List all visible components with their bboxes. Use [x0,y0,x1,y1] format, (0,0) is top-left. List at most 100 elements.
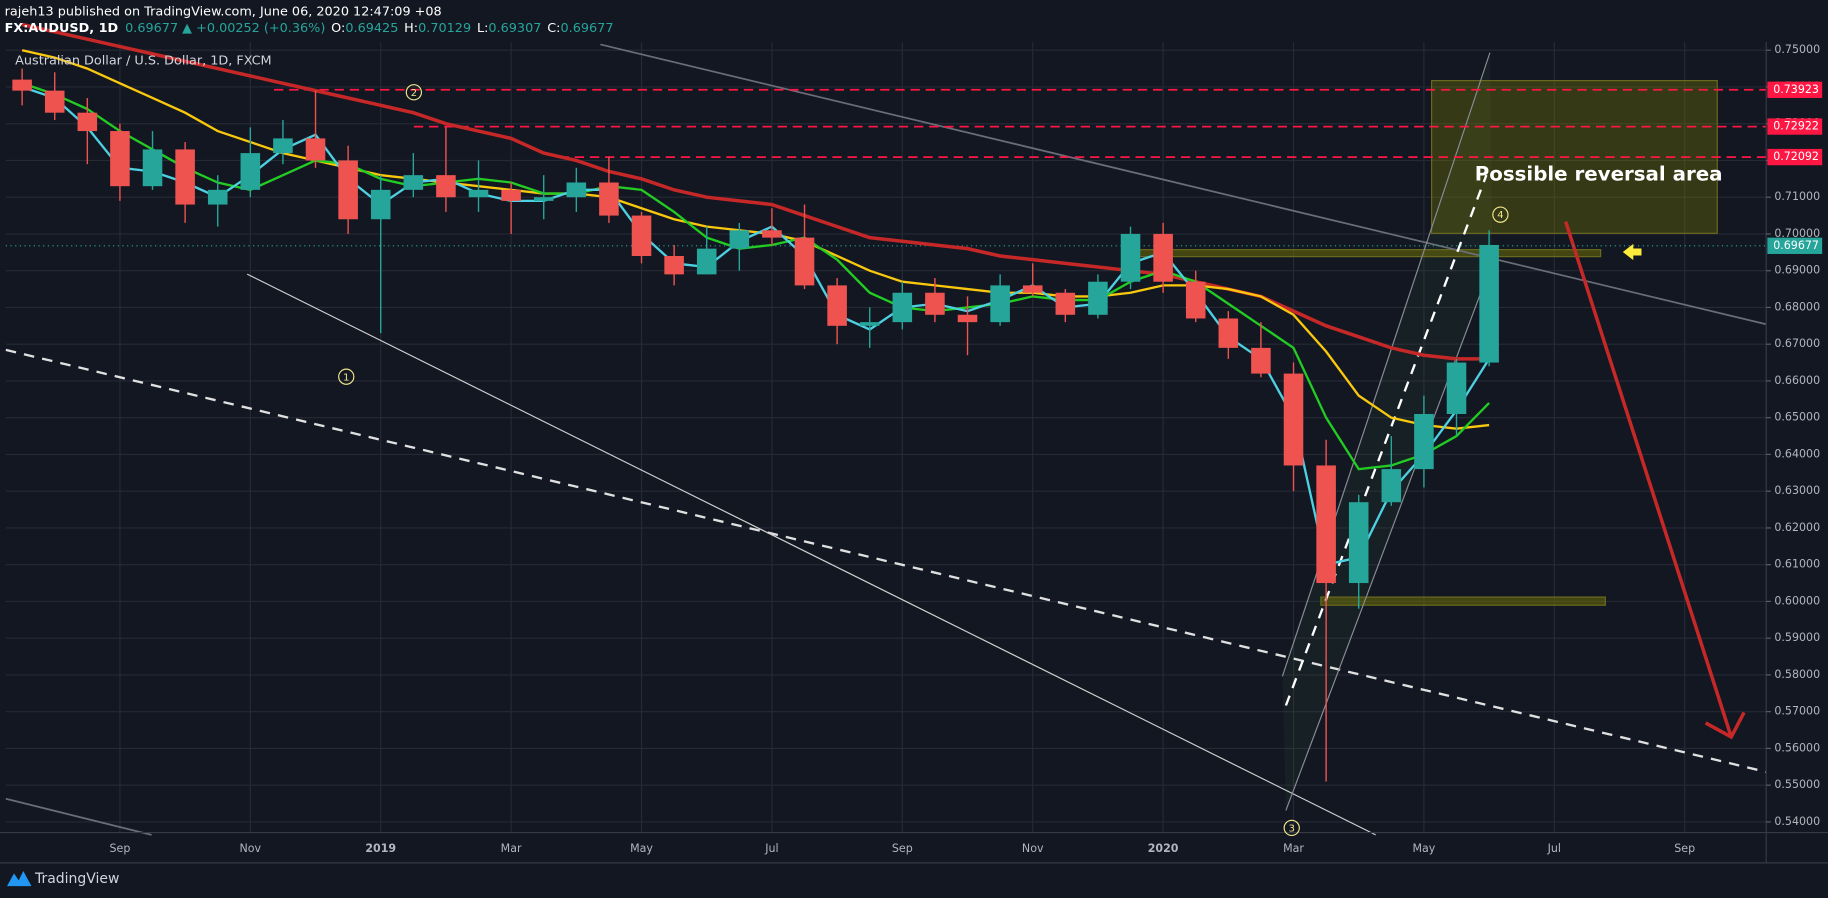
ohlc-value: 0.69425 [345,21,398,36]
marker-label: 2 [411,88,417,99]
marker-circle [1283,819,1300,837]
moving-average [21,85,1491,567]
marker-circle [1492,206,1509,223]
candle-body [1218,318,1239,348]
y-tick-label: 0.67000 [1774,337,1820,350]
candle-body [729,230,750,249]
candle-body [664,255,684,275]
moving-average [21,82,1490,471]
candle-body [1022,285,1043,293]
x-tick-label: May [1412,842,1435,855]
candle-body [696,248,717,275]
grid-layer [5,42,1767,833]
x-tick-label: 2020 [1148,842,1179,855]
candle-body [240,153,261,190]
marker-label: 3 [1289,823,1295,834]
y-tick-label: 0.58000 [1774,668,1820,681]
moving-average [21,49,1490,430]
y-tick-label: 0.66000 [1774,374,1820,387]
author-line: rajeh13 published on TradingView.com, Ju… [5,4,442,19]
plot-layer [5,22,1767,782]
candle-body [1185,281,1206,319]
symbol: FX:AUDUSD, 1D [5,21,118,36]
y-tick-label: 0.62000 [1774,521,1820,534]
ohlc-label: O: [331,21,345,36]
x-tick-label: Mar [1283,842,1304,855]
candle-body [599,182,619,216]
candle-body [1414,414,1434,470]
ohlc-label: C: [547,21,560,36]
y-tick-label: 0.60000 [1774,594,1820,607]
level-label: 0.72922 [1773,120,1819,133]
candle-body [436,175,456,198]
candle-body [12,79,32,91]
drawings [5,43,1767,836]
candle-body [1283,373,1304,466]
candle-body [1479,244,1499,363]
candle-body [1055,292,1076,315]
y-tick-label: 0.63000 [1774,484,1820,497]
candle-body [468,189,489,198]
candle-body [1088,281,1108,315]
y-tick-label: 0.57000 [1774,705,1820,718]
y-tick-label: 0.59000 [1774,631,1820,644]
ohlc-label: L: [477,21,488,36]
trend-line [5,797,152,836]
last-price-box [1767,237,1823,254]
support-zone [1320,596,1606,606]
candle-body [1446,362,1467,415]
channel-fill [1282,52,1493,811]
candle-body [1381,469,1402,503]
footer-brand: TradingView [34,871,119,887]
candle-body [1153,233,1173,282]
candle-body [273,138,293,154]
arrow-head [1704,711,1746,740]
level-label: 0.73923 [1773,83,1819,96]
logo-icon [6,871,32,887]
ohlc-label: H: [404,21,418,36]
candle-body [110,131,130,187]
y-tick-label: 0.75000 [1774,43,1820,56]
y-tick-label: 0.55000 [1774,778,1820,791]
marker-circle [405,84,423,101]
symbol-line: FX:AUDUSD, 1D 0.69677 ▲ +0.00252 (+0.36%)… [5,21,614,36]
y-tick-label: 0.71000 [1774,190,1820,203]
candle-body [1251,347,1271,374]
ohlc-value: 0.70129 [418,21,471,36]
y-tick-label: 0.64000 [1774,447,1820,460]
chart-title: Australian Dollar / U.S. Dollar, 1D, FXC… [15,53,271,68]
x-tick-label: Mar [501,842,522,855]
candle-body [338,160,358,220]
trend-line [246,273,1376,836]
candle-body [892,292,913,323]
candle-body [1120,233,1141,282]
x-tick-label: May [630,842,653,855]
x-tick-label: Nov [240,842,262,855]
candle-body [533,197,554,201]
candle-body [631,215,652,256]
marker-circle [338,368,355,385]
x-tick-label: Nov [1022,842,1044,855]
level-label-box [1767,81,1823,98]
candle-body [403,175,424,190]
channel-line [1285,262,1493,811]
y-tick-label: 0.70000 [1774,227,1820,240]
candle-body [77,112,98,132]
candle-body [207,189,228,205]
logo [6,871,32,887]
marker-label: 4 [1497,210,1503,221]
level-label: 0.72092 [1773,150,1819,163]
trend-line [600,43,1767,326]
candle-body [762,230,782,238]
ohlc-value: 0.69307 [488,21,541,36]
candle-body [925,292,945,315]
trend-line [5,348,1767,774]
candle-body [142,149,163,187]
candle-body [175,149,195,205]
level-label-box [1767,118,1823,135]
projection-arrow [1564,221,1733,738]
x-tick-label: Sep [892,842,913,855]
candle-body [566,182,587,198]
